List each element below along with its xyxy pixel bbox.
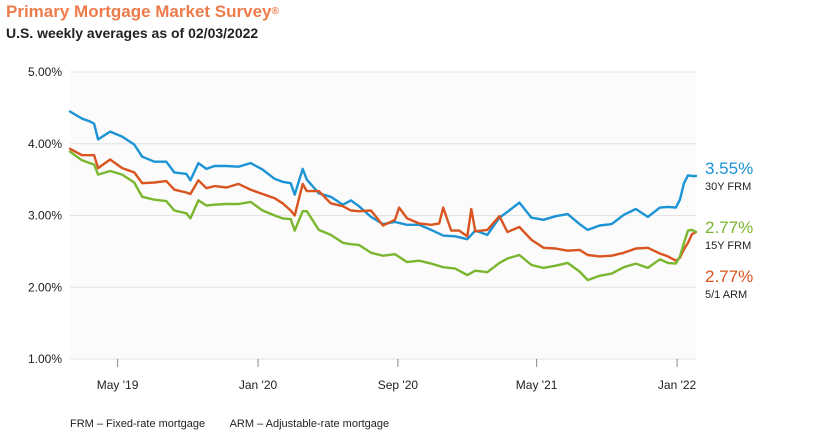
- series-line-5-1-arm: [68, 147, 698, 262]
- y-tick-label: 2.00%: [28, 280, 62, 294]
- x-tick-label: Jan '20: [239, 378, 278, 392]
- x-tick-label: Jan '22: [658, 378, 697, 392]
- series-name-5-1-arm: 5/1 ARM: [705, 289, 747, 301]
- series-line-30y-frm: [68, 110, 698, 241]
- frm-definition: FRM – Fixed-rate mortgage: [70, 418, 206, 430]
- chart-subtitle: U.S. weekly averages as of 02/03/2022: [6, 25, 259, 41]
- chart-title: Primary Mortgage Market Survey®: [6, 2, 279, 21]
- y-tick-label: 1.00%: [28, 352, 62, 366]
- series-name-15y-frm: 15Y FRM: [705, 240, 751, 252]
- registered-mark: ®: [271, 6, 279, 17]
- x-tick-label: May '21: [516, 378, 558, 392]
- arm-definition: ARM – Adjustable-rate mortgage: [229, 418, 390, 430]
- series-line-15y-frm: [68, 150, 698, 282]
- end-value-5-1-arm: 2.77%: [705, 267, 753, 286]
- series-name-30y-frm: 30Y FRM: [705, 181, 751, 193]
- x-tick-label: Sep '20: [378, 378, 419, 392]
- end-value-30y-frm: 3.55%: [705, 159, 753, 178]
- end-value-15y-frm: 2.77%: [705, 218, 753, 237]
- y-tick-label: 5.00%: [28, 65, 62, 79]
- y-tick-label: 3.00%: [28, 209, 62, 223]
- y-tick-label: 4.00%: [28, 137, 62, 151]
- chart-footer: FRM – Fixed-rate mortgage ARM – Adjustab…: [70, 418, 411, 430]
- x-tick-label: May '19: [97, 378, 139, 392]
